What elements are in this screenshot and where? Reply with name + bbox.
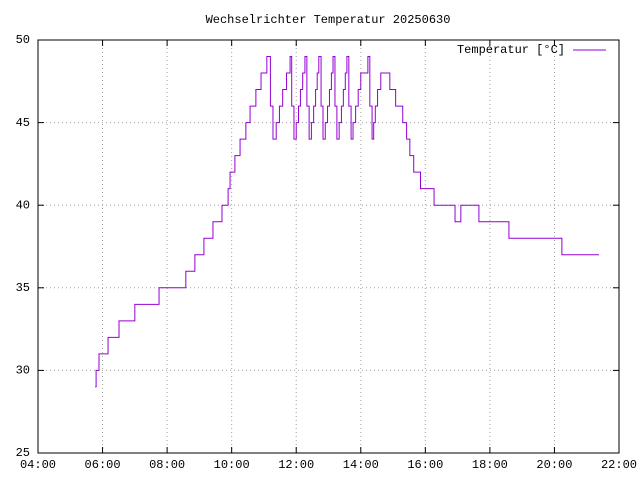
- y-tick-label: 40: [16, 198, 30, 212]
- chart-title: Wechselrichter Temperatur 20250630: [206, 13, 451, 27]
- legend-label: Temperatur [°C]: [457, 43, 565, 57]
- plot-border: [37, 39, 620, 454]
- x-tick-label: 10:00: [214, 458, 250, 472]
- x-tick-label: 08:00: [149, 458, 185, 472]
- x-tick-label: 20:00: [536, 458, 572, 472]
- x-tick-label: 12:00: [278, 458, 314, 472]
- y-tick-label: 30: [16, 364, 30, 378]
- y-tick-label: 25: [16, 446, 30, 460]
- x-tick-label: 22:00: [601, 458, 637, 472]
- data-line: [95, 56, 599, 388]
- x-tick-label: 16:00: [407, 458, 443, 472]
- x-tick-label: 06:00: [85, 458, 121, 472]
- x-tick-label: 04:00: [20, 458, 56, 472]
- x-tick-label: 14:00: [343, 458, 379, 472]
- x-tick-label: 18:00: [472, 458, 508, 472]
- y-tick-label: 50: [16, 33, 30, 47]
- y-tick-label: 45: [16, 116, 30, 130]
- y-tick-label: 35: [16, 281, 30, 295]
